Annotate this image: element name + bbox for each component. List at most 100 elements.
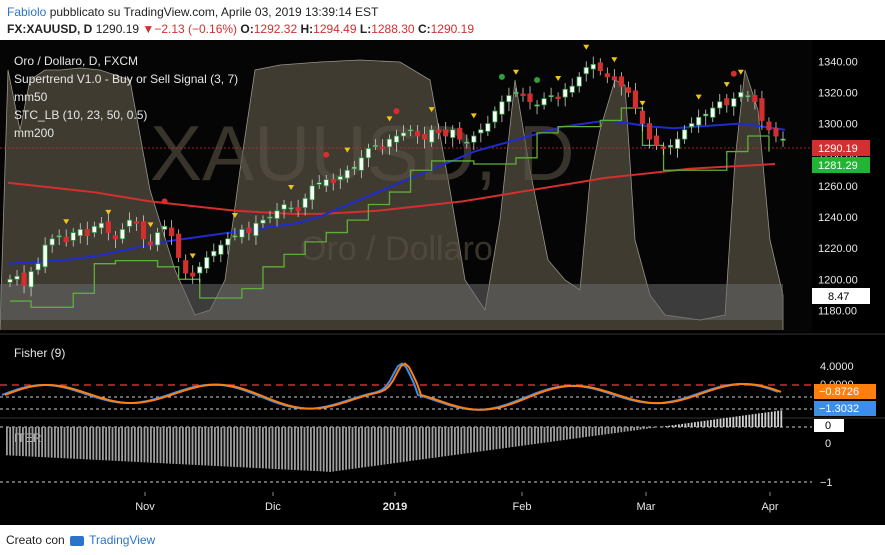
iter-bar xyxy=(226,427,229,467)
iter-bar xyxy=(191,427,194,465)
iter-bar xyxy=(255,427,258,469)
candle xyxy=(759,98,765,121)
fisher-value-tag-2: −1.3032 xyxy=(814,401,876,416)
iter-bar xyxy=(636,427,639,431)
iter-bar xyxy=(108,427,111,461)
candle xyxy=(302,197,308,209)
candle xyxy=(660,146,667,149)
created-with: Creato con TradingView xyxy=(6,533,155,547)
legend-supertrend[interactable]: Supertrend V1.0 - Buy or Sell Signal (3,… xyxy=(14,72,238,86)
candle xyxy=(618,76,624,87)
iter-bar xyxy=(524,427,527,446)
iter-bar xyxy=(594,427,597,436)
iter-bar xyxy=(431,427,434,458)
iter-bar xyxy=(127,427,130,462)
price-tick: 1340.00 xyxy=(818,56,858,68)
price-axis[interactable] xyxy=(812,40,885,332)
iter-bar xyxy=(201,427,203,466)
iter-label[interactable]: ITER xyxy=(14,431,42,445)
sell-signal-triangle xyxy=(288,184,295,190)
publish-line: Fabiolo pubblicato su TradingView.com, A… xyxy=(7,5,378,19)
iter-bar xyxy=(34,427,37,457)
candle xyxy=(766,121,772,131)
iter-bar xyxy=(303,427,306,471)
iter-bar xyxy=(390,427,392,464)
iter-bar xyxy=(57,427,59,458)
iter-histogram xyxy=(6,410,783,472)
sell-signal-triangle xyxy=(63,219,70,225)
sell-signal-triangle xyxy=(189,253,196,259)
candle xyxy=(731,98,737,107)
candle xyxy=(183,260,189,274)
iter-bar xyxy=(617,427,619,433)
iter-bar xyxy=(710,419,712,427)
iter-bar xyxy=(86,427,88,460)
iter-bar xyxy=(124,427,127,462)
iter-bar xyxy=(12,427,15,456)
iter-bar xyxy=(652,427,655,428)
price-tick: 1180.00 xyxy=(818,305,857,317)
ohlc-line: FX:XAUUSD, D 1290.19 ▼−2.13 (−0.16%) O:1… xyxy=(7,22,474,36)
iter-bar xyxy=(415,427,418,461)
iter-bar xyxy=(233,427,235,467)
watermark-symbol: XAUUSD, D xyxy=(150,109,575,197)
candle xyxy=(358,157,364,171)
iter-bar xyxy=(178,427,181,465)
iter-bar xyxy=(335,427,338,472)
tradingview-link[interactable]: TradingView xyxy=(89,533,156,547)
iter-bar xyxy=(367,427,370,467)
iter-bar xyxy=(111,427,114,461)
iter-bar xyxy=(159,427,162,464)
iter-bar xyxy=(287,427,290,470)
candle xyxy=(667,144,674,148)
candle xyxy=(541,98,547,106)
iter-bar xyxy=(511,427,514,448)
time-axis[interactable] xyxy=(0,492,885,525)
iter-bar xyxy=(476,427,479,452)
iter-bar xyxy=(50,427,53,458)
iter-bar xyxy=(137,427,139,463)
iter-bar xyxy=(585,427,587,438)
iter-bar xyxy=(188,427,191,465)
iter-bar xyxy=(569,427,571,440)
chart-area[interactable]: XAUUSD, D Oro / Dollaro Oro / Dollaro, D… xyxy=(0,40,885,525)
iter-bar xyxy=(338,427,341,471)
candle xyxy=(295,207,301,212)
iter-bar xyxy=(281,427,283,470)
iter-bar xyxy=(370,427,373,467)
iter-bar xyxy=(15,427,18,456)
tradingview-logo-icon xyxy=(70,535,85,546)
footer: Creato con TradingView xyxy=(0,525,885,555)
candle xyxy=(414,130,421,137)
candle xyxy=(407,129,414,132)
author-link[interactable]: Fabiolo xyxy=(7,5,47,19)
iter-top-value: 0 xyxy=(825,420,831,432)
candle xyxy=(140,221,147,240)
iter-bar xyxy=(274,427,277,470)
candle xyxy=(218,244,224,255)
legend-mm200[interactable]: mm200 xyxy=(14,126,54,140)
iter-bar xyxy=(425,427,427,459)
sell-signal-triangle xyxy=(723,82,730,88)
fisher-label[interactable]: Fisher (9) xyxy=(14,346,65,360)
sell-signal-triangle xyxy=(737,69,744,75)
legend-stc[interactable]: STC_LB (10, 23, 50, 0.5) xyxy=(14,108,147,122)
candle xyxy=(499,101,505,115)
iter-bar xyxy=(156,427,159,463)
candle xyxy=(147,241,154,246)
iter-bar xyxy=(438,427,440,458)
candle xyxy=(169,227,175,237)
candle xyxy=(112,235,119,240)
iter-bar xyxy=(601,427,603,435)
candle xyxy=(738,92,744,98)
price-chart[interactable]: XAUUSD, D Oro / Dollaro Oro / Dollaro, D… xyxy=(0,40,885,525)
iter-bar xyxy=(422,427,424,460)
candle xyxy=(365,148,371,159)
candle xyxy=(520,93,526,96)
legend-mm50[interactable]: mm50 xyxy=(14,90,48,104)
iter-bar xyxy=(66,427,69,459)
sell-signal-triangle xyxy=(695,94,702,100)
iter-bar xyxy=(310,427,312,471)
iter-bar xyxy=(185,427,187,465)
candle xyxy=(696,116,702,126)
